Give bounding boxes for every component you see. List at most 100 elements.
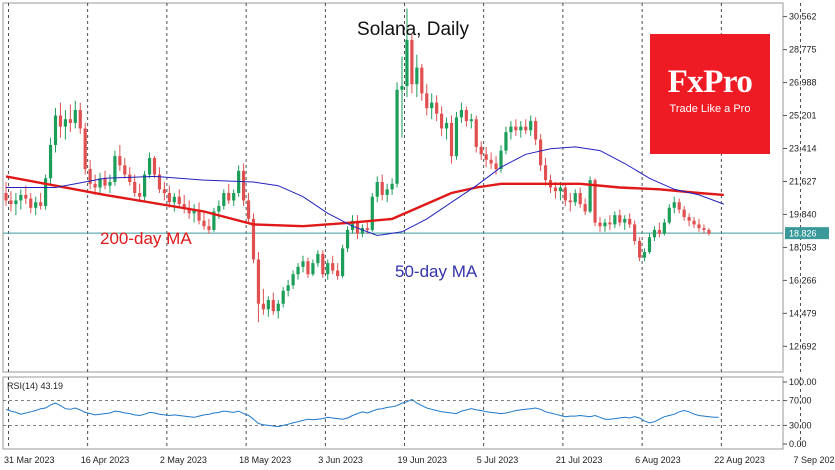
candle-body bbox=[425, 93, 429, 109]
candle bbox=[647, 233, 652, 254]
candle bbox=[603, 218, 607, 232]
candle bbox=[311, 259, 315, 277]
price-panel bbox=[2, 2, 784, 373]
candle-body bbox=[29, 198, 33, 208]
candle-body bbox=[167, 193, 171, 203]
candle-body bbox=[301, 261, 305, 267]
candle bbox=[207, 218, 211, 234]
candle-body bbox=[350, 220, 355, 230]
fxpro-logo: FxPro Trade Like a Pro bbox=[650, 34, 770, 154]
candle-body bbox=[380, 181, 384, 195]
candle-body bbox=[128, 174, 132, 182]
candle-body bbox=[365, 228, 369, 230]
candle-body bbox=[321, 253, 325, 275]
candle-body bbox=[568, 200, 572, 203]
candle-body bbox=[162, 189, 166, 194]
candle bbox=[539, 133, 543, 171]
candle bbox=[534, 117, 538, 146]
candle bbox=[53, 108, 58, 153]
candle-body bbox=[628, 218, 632, 225]
candle bbox=[519, 121, 523, 138]
candle bbox=[172, 193, 176, 212]
ma200-label: 200-day MA bbox=[100, 229, 192, 248]
y-tick-label: 12.692 bbox=[789, 341, 817, 351]
candle bbox=[672, 196, 676, 214]
x-tick-label: 31 Mar 2023 bbox=[4, 455, 55, 465]
candle-body bbox=[138, 193, 142, 197]
candle bbox=[271, 292, 275, 315]
candle bbox=[479, 141, 483, 160]
candle bbox=[143, 170, 147, 201]
candle-body bbox=[326, 263, 330, 275]
candle-body bbox=[603, 222, 607, 227]
candle-body bbox=[385, 189, 389, 195]
candle bbox=[623, 215, 627, 230]
candle-body bbox=[192, 209, 196, 214]
candle bbox=[197, 202, 201, 225]
candle bbox=[578, 187, 582, 208]
candle bbox=[657, 222, 661, 238]
candle bbox=[147, 152, 152, 179]
candle bbox=[642, 248, 647, 262]
logo-tagline: Trade Like a Pro bbox=[669, 103, 751, 115]
candle-body bbox=[608, 222, 612, 225]
candle-body bbox=[73, 110, 77, 123]
candle bbox=[410, 34, 414, 94]
candle-body bbox=[444, 122, 449, 129]
candle bbox=[14, 193, 18, 216]
candle-body bbox=[479, 146, 483, 155]
candle-body bbox=[415, 67, 419, 85]
candle bbox=[370, 193, 374, 232]
candle bbox=[63, 110, 67, 140]
candle-body bbox=[118, 156, 122, 166]
candle bbox=[336, 263, 340, 280]
x-tick-label: 22 Aug 2023 bbox=[714, 455, 765, 465]
rsi-panel-frame bbox=[2, 376, 784, 450]
x-tick-label: 3 Jun 2023 bbox=[318, 455, 363, 465]
candle-body bbox=[222, 193, 226, 206]
candle bbox=[499, 145, 503, 173]
candle bbox=[276, 300, 280, 319]
candle bbox=[563, 183, 567, 206]
last-price-label: 18.826 bbox=[789, 229, 817, 239]
candle-body bbox=[336, 270, 340, 277]
x-tick-label: 19 Jun 2023 bbox=[398, 455, 448, 465]
candle-body bbox=[469, 119, 473, 122]
candle-body bbox=[276, 303, 280, 312]
candle bbox=[133, 174, 137, 197]
candle-body bbox=[113, 156, 117, 182]
candle bbox=[697, 218, 701, 232]
ma200-line bbox=[5, 175, 724, 228]
y-tick-label: 19.840 bbox=[789, 209, 817, 219]
candle bbox=[177, 189, 181, 208]
candle bbox=[504, 126, 508, 155]
candle bbox=[702, 224, 706, 234]
y-tick-label: 14.479 bbox=[789, 308, 817, 318]
candle bbox=[222, 189, 226, 210]
candle bbox=[128, 167, 132, 186]
candle bbox=[628, 213, 632, 229]
candle-body bbox=[633, 224, 637, 242]
candle-body bbox=[514, 126, 518, 131]
candle bbox=[286, 279, 290, 297]
candle bbox=[489, 152, 493, 170]
candle bbox=[509, 121, 513, 140]
x-tick-label: 5 Jul 2023 bbox=[477, 455, 519, 465]
candle bbox=[321, 250, 325, 278]
candle-body bbox=[48, 145, 53, 179]
x-tick-label: 18 May 2023 bbox=[239, 455, 291, 465]
candle-body bbox=[286, 285, 290, 291]
candle bbox=[78, 102, 82, 134]
candle-body bbox=[390, 183, 394, 190]
candle bbox=[638, 237, 642, 262]
candle bbox=[227, 183, 231, 205]
candle-body bbox=[642, 252, 647, 258]
candle-body bbox=[9, 200, 13, 205]
candle-body bbox=[88, 169, 92, 184]
rsi-tick-label: 70.00 bbox=[789, 396, 812, 406]
price-panel-frame bbox=[2, 2, 784, 373]
candle bbox=[469, 113, 473, 129]
candle bbox=[385, 183, 389, 203]
candle bbox=[474, 115, 478, 153]
rsi-series bbox=[5, 398, 719, 428]
